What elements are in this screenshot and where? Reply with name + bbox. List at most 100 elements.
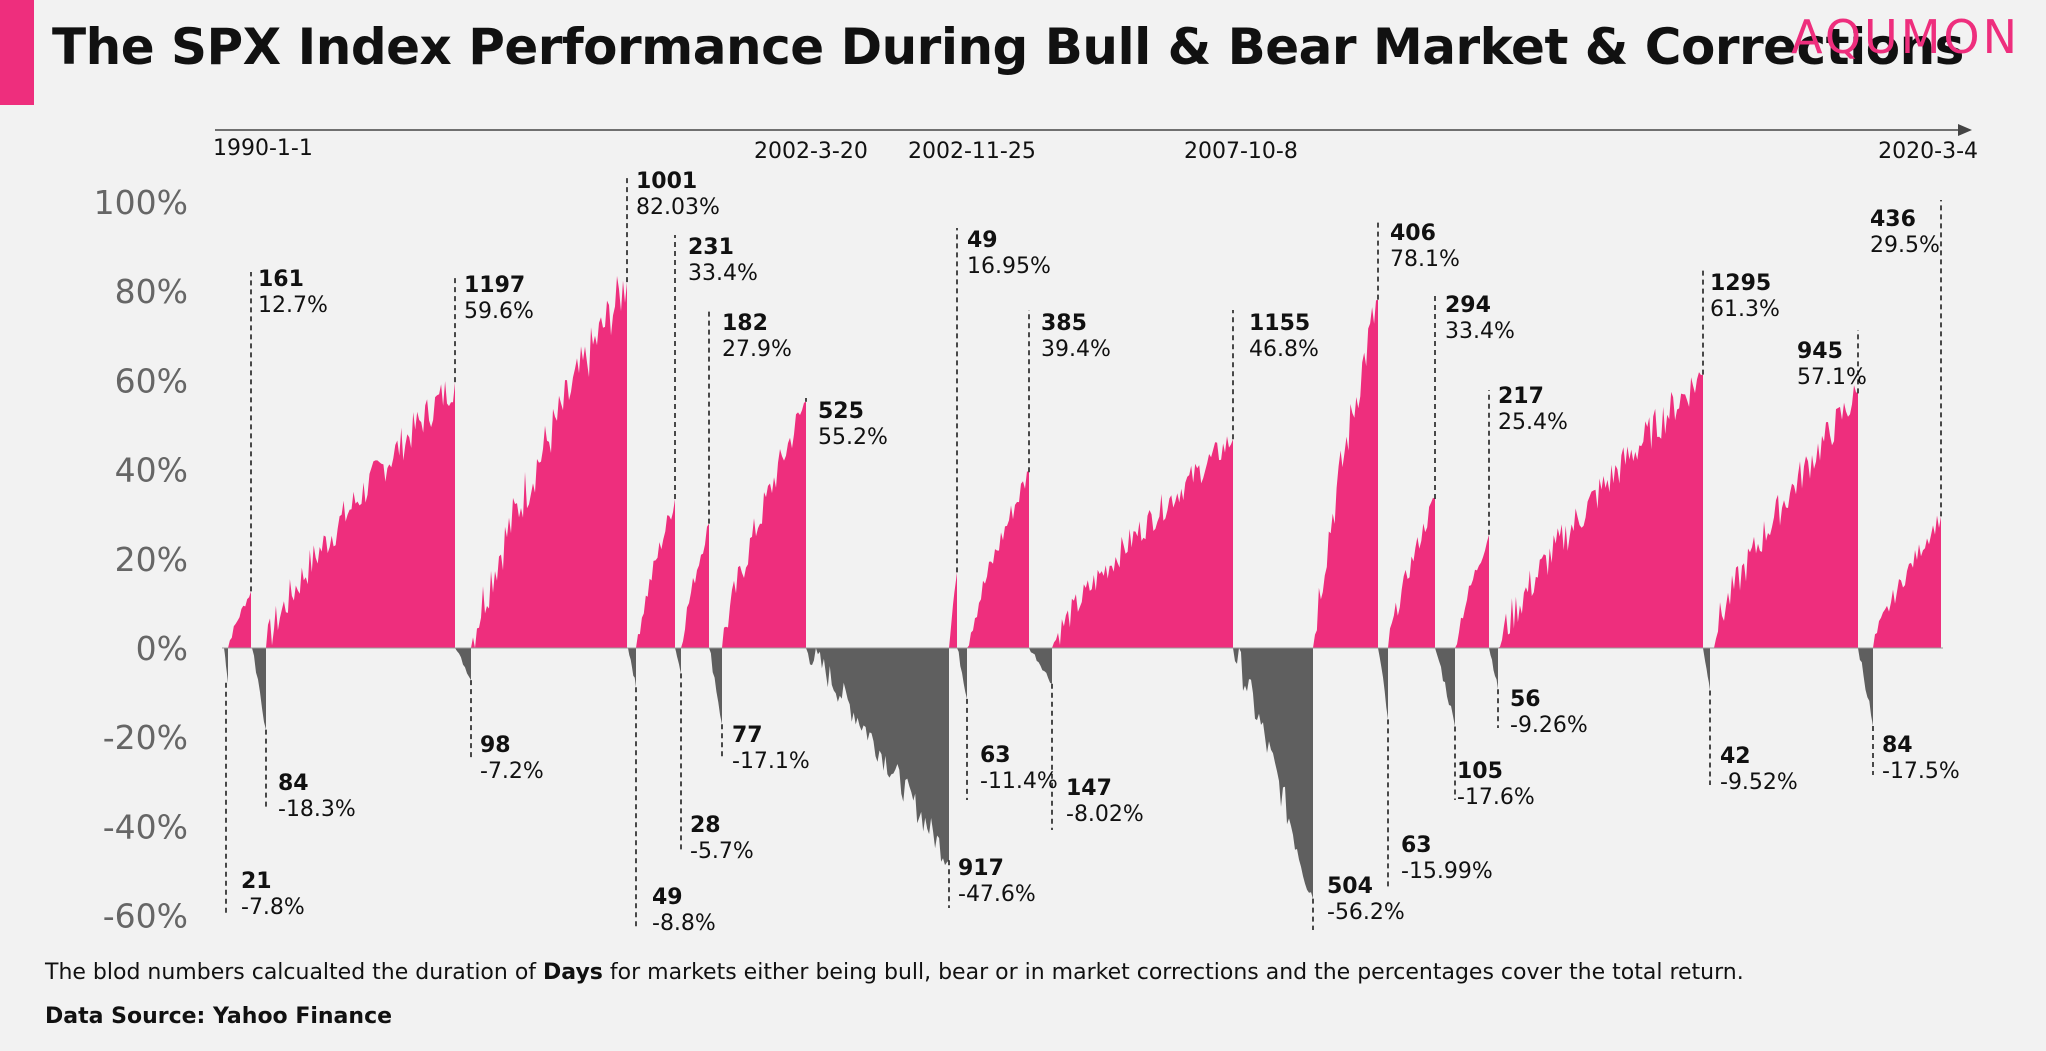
period-return-label: -15.99% [1401,859,1493,884]
period-days-label: 385 [1041,311,1087,336]
period-days-label: 63 [1401,833,1432,858]
data-source: Data Source: Yahoo Finance [45,1004,393,1029]
period-days-label: 42 [1720,744,1751,769]
period-return-label: 25.4% [1498,410,1568,435]
footnote-text-before: The blod numbers calcualted the duration… [45,960,544,985]
bull-market-area [722,401,806,648]
bear-market-area [1435,648,1455,727]
bear-market-area [1703,648,1710,691]
timeline-date-label: 1990-1-1 [213,136,313,161]
timeline-date-label: 2020-3-4 [1878,139,1978,164]
bear-market-area [957,648,967,699]
y-tick-label: 20% [115,540,188,579]
period-days-label: 504 [1327,874,1373,899]
spx-chart: 100% 80% 60% 40% 20% 0% -20% -40% -60% 21-7.8% 161… [94,124,1978,936]
chart-title: The SPX Index Performance During Bull & … [52,18,1964,76]
period-days-label: 294 [1445,293,1491,318]
period-return-label: -5.7% [690,839,754,864]
period-return-label: 82.03% [636,195,720,220]
period-days-label: 406 [1390,221,1436,246]
bear-market-area [1029,648,1052,684]
timeline-date-label: 2007-10-8 [1184,139,1298,164]
period-return-label: 33.4% [1445,319,1515,344]
period-return-label: 29.5% [1870,233,1940,258]
period-days-label: 56 [1510,687,1541,712]
bear-market-area [455,648,471,681]
bull-market-area [1873,515,1941,648]
period-days-label: 28 [690,813,721,838]
bull-market-area [266,381,455,648]
footnote-bold: Days [543,960,603,985]
period-days-label: 49 [652,885,683,910]
period-days-label: 917 [958,856,1004,881]
period-days-label: 436 [1870,207,1916,232]
period-days-label: 1001 [636,169,697,194]
y-tick-label: 0% [136,629,188,668]
period-return-label: 55.2% [818,425,888,450]
y-tick-label: 60% [115,361,188,400]
period-days-label: 98 [480,733,511,758]
period-return-label: 61.3% [1710,297,1780,322]
period-days-label: 217 [1498,384,1544,409]
period-return-label: -9.26% [1510,713,1588,738]
bull-market-area [636,499,675,648]
period-return-label: -17.1% [732,749,810,774]
period-days-label: 77 [732,723,763,748]
period-return-label: -8.02% [1066,802,1144,827]
period-days-label: 1155 [1249,311,1310,336]
y-tick-label: 40% [115,451,188,490]
accent-bar [0,0,34,105]
period-return-label: -17.5% [1882,759,1960,784]
period-days-label: 63 [980,743,1011,768]
period-return-label: 59.6% [464,299,534,324]
period-return-label: 57.1% [1797,365,1867,390]
period-return-label: 46.8% [1249,337,1319,362]
y-tick-label: -40% [103,807,188,846]
period-return-label: -17.6% [1457,785,1535,810]
bear-market-area [675,648,681,674]
period-days-label: 21 [241,869,272,894]
bull-market-area [1455,534,1489,648]
period-return-label: 12.7% [258,293,328,318]
period-return-label: 78.1% [1390,247,1460,272]
period-return-label: -18.3% [278,797,356,822]
period-days-label: 84 [278,771,309,796]
period-days-label: 49 [967,228,998,253]
bear-market-area [1233,648,1313,899]
period-days-label: 161 [258,267,304,292]
bull-market-area [949,572,957,648]
period-days-label: 182 [722,311,768,336]
bull-market-area [1052,436,1233,648]
period-return-label: -8.8% [652,911,716,936]
period-days-label: 84 [1882,733,1913,758]
bull-market-area [681,523,709,648]
period-return-label: 33.4% [688,261,758,286]
period-days-label: 525 [818,399,864,424]
footnote: The blod numbers calcualted the duration… [45,960,1744,985]
bear-market-area [806,648,949,866]
period-days-label: 231 [688,235,734,260]
period-return-label: -56.2% [1327,900,1405,925]
y-tick-label: -60% [103,897,188,936]
period-days-label: 1295 [1710,271,1771,296]
period-return-label: -47.6% [958,882,1036,907]
bull-market-area [1388,497,1435,648]
bear-market-area [252,648,266,730]
y-tick-label: 80% [115,272,188,311]
period-return-label: -7.8% [241,895,305,920]
bull-market-area [471,275,627,648]
period-days-label: 147 [1066,776,1112,801]
bull-market-area [228,591,251,648]
aqumon-logo: AQUMON [1791,10,2020,64]
period-return-label: 39.4% [1041,337,1111,362]
period-days-label: 1197 [464,273,525,298]
bear-market-area [224,648,228,683]
timeline-date-label: 2002-11-25 [908,139,1036,164]
period-days-label: 945 [1797,339,1843,364]
bear-market-area [709,648,722,725]
y-tick-label: -20% [103,718,188,757]
timeline-date-label: 2002-3-20 [754,139,868,164]
bull-market-area [1313,299,1378,648]
period-return-label: 16.95% [967,254,1051,279]
period-return-label: 27.9% [722,337,792,362]
